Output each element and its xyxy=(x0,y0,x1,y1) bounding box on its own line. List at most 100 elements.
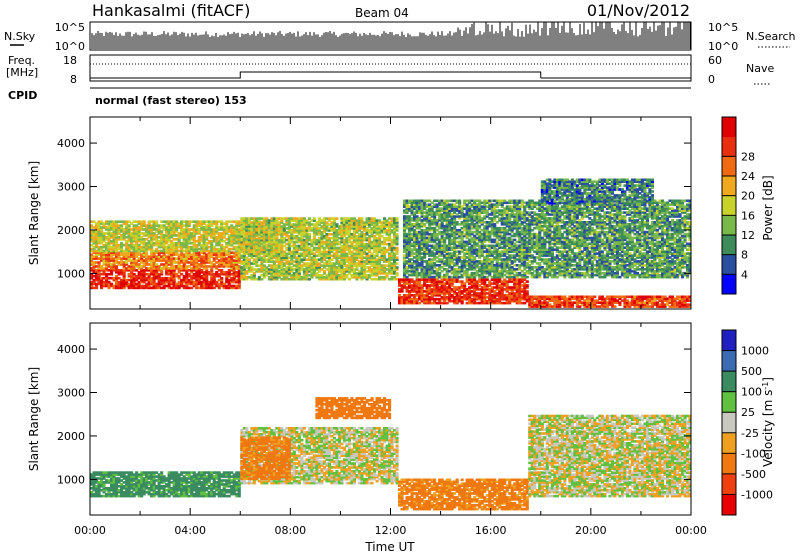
heatmap-cell xyxy=(345,254,349,258)
heatmap-cell xyxy=(165,249,169,253)
heatmap-cell xyxy=(315,258,319,261)
heatmap-cell xyxy=(95,276,99,280)
heatmap-cell xyxy=(357,221,361,224)
heatmap-cell xyxy=(250,231,254,234)
heatmap-cell xyxy=(242,250,246,254)
heatmap-cell xyxy=(363,270,367,273)
heatmap-cell xyxy=(342,260,346,263)
heatmap-cell xyxy=(125,284,129,288)
heatmap-cell xyxy=(342,229,346,232)
heatmap-cell xyxy=(107,241,111,245)
heatmap-cell xyxy=(212,282,216,286)
heatmap-cell xyxy=(330,221,334,224)
heatmap-cell xyxy=(388,246,392,250)
heatmap-cell xyxy=(270,233,274,236)
heatmap-cell xyxy=(210,253,214,256)
heatmap-cell xyxy=(390,272,394,275)
heatmap-cell xyxy=(167,261,171,264)
heatmap-cell xyxy=(272,229,276,232)
heatmap-cell xyxy=(175,251,179,254)
heatmap-cell xyxy=(187,245,191,249)
heatmap-cell xyxy=(192,280,196,284)
heatmap-cell xyxy=(305,246,309,250)
heatmap-cell xyxy=(270,250,274,254)
heatmap-cell xyxy=(227,272,231,276)
heatmap-cell xyxy=(185,269,189,272)
heatmap-cell xyxy=(280,254,284,258)
heatmap-cell xyxy=(287,240,291,244)
heatmap-cell xyxy=(368,256,372,259)
heatmap-cell xyxy=(380,264,384,267)
heatmap-cell xyxy=(297,264,301,267)
heatmap-cell xyxy=(197,263,201,266)
heatmap-cell xyxy=(345,264,349,267)
heatmap-cell xyxy=(355,229,359,232)
heatmap-cell xyxy=(307,256,311,259)
heatmap-cell xyxy=(232,276,236,280)
heatmap-cell xyxy=(167,247,171,251)
heatmap-cell xyxy=(190,245,194,249)
heatmap-cell xyxy=(250,274,254,277)
heatmap-cell xyxy=(378,229,382,232)
heatmap-cell xyxy=(270,221,274,224)
heatmap-cell xyxy=(225,224,229,227)
heatmap-cell xyxy=(237,265,241,268)
heatmap-cell xyxy=(182,259,186,262)
heatmap-cell xyxy=(265,272,269,275)
heatmap-cell xyxy=(90,261,94,264)
heatmap-cell xyxy=(92,234,96,237)
heatmap-cell xyxy=(285,246,289,250)
heatmap-cell xyxy=(388,231,392,234)
heatmap-cell xyxy=(327,217,331,220)
heatmap-cell xyxy=(165,267,169,270)
heatmap-cell xyxy=(252,229,256,232)
heatmap-cell xyxy=(325,223,329,226)
heatmap-cell xyxy=(307,266,311,269)
heatmap-cell xyxy=(110,267,114,270)
heatmap-cell xyxy=(230,278,234,282)
heatmap-cell xyxy=(285,260,289,263)
heatmap-cell xyxy=(380,254,384,258)
heatmap-cell xyxy=(305,219,309,222)
heatmap-cell xyxy=(373,234,377,238)
heatmap-cell xyxy=(373,221,377,224)
heatmap-cell xyxy=(285,223,289,226)
heatmap-cell xyxy=(265,238,269,242)
heatmap-cell xyxy=(525,290,529,293)
heatmap-cell xyxy=(330,223,334,226)
heatmap-cell xyxy=(267,223,271,226)
heatmap-cell xyxy=(147,272,151,276)
heatmap-cell xyxy=(242,223,246,226)
heatmap-cell xyxy=(105,261,109,264)
heatmap-cell xyxy=(355,277,359,281)
heatmap-cell xyxy=(252,258,256,261)
heatmap-cell xyxy=(317,246,321,250)
heatmap-cell xyxy=(197,257,201,260)
heatmap-cell xyxy=(187,249,191,253)
heatmap-cell xyxy=(335,258,339,261)
heatmap-cell xyxy=(100,230,104,233)
heatmap-cell xyxy=(112,234,116,237)
heatmap-cell xyxy=(342,221,346,224)
heatmap-cell xyxy=(112,247,116,251)
heatmap-cell xyxy=(122,220,126,223)
heatmap-cell xyxy=(383,248,387,252)
heatmap-cell xyxy=(210,278,214,282)
heatmap-cell xyxy=(227,220,231,223)
heatmap-cell xyxy=(117,230,121,233)
heatmap-cell xyxy=(357,223,361,226)
heatmap-cell xyxy=(220,253,224,256)
heatmap-cell xyxy=(295,256,299,259)
heatmap-cell xyxy=(332,248,336,252)
heatmap-cell xyxy=(187,224,191,227)
heatmap-cell xyxy=(157,276,161,280)
heatmap-cell xyxy=(312,246,316,250)
heatmap-cell xyxy=(217,234,221,237)
heatmap-cell xyxy=(157,282,161,286)
heatmap-cell xyxy=(265,233,269,236)
heatmap-cell xyxy=(165,271,169,274)
heatmap-cell xyxy=(120,251,124,254)
heatmap-cell xyxy=(207,245,211,249)
heatmap-cell xyxy=(107,255,111,258)
heatmap-cell xyxy=(170,269,174,272)
